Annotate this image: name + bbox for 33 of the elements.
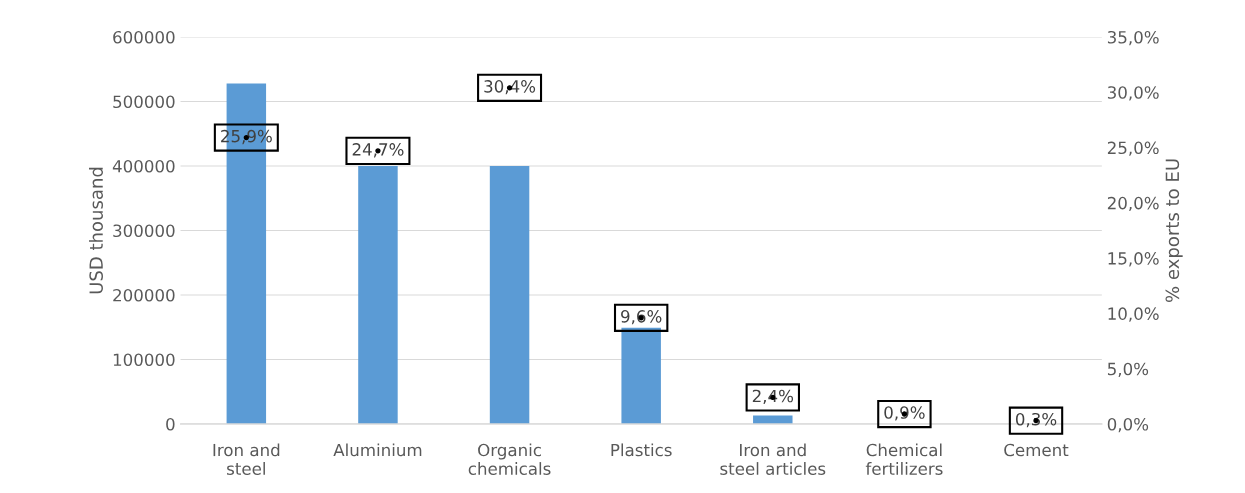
y2-tick-label: 15,0% bbox=[1108, 252, 1159, 267]
bar bbox=[358, 165, 398, 424]
y2-tick-label: 25,0% bbox=[1107, 141, 1159, 156]
y-tick-label: 400000 bbox=[112, 159, 175, 173]
y-tick-label: 0 bbox=[166, 417, 175, 431]
data-label: 0,3% bbox=[1015, 412, 1057, 428]
data-label: 30,4% bbox=[484, 80, 536, 95]
data-label: 0,9% bbox=[884, 406, 925, 421]
y2-tick-label: 35,0% bbox=[1107, 30, 1159, 46]
y-tick-label: 100000 bbox=[113, 353, 175, 367]
data-label: 9,6% bbox=[621, 310, 662, 325]
bar bbox=[489, 165, 530, 424]
x-tick-label: Iron and steel bbox=[213, 443, 280, 475]
x-tick-label: Organic chemicals bbox=[468, 443, 551, 475]
y2-tick-label: 5,0% bbox=[1107, 362, 1149, 377]
y2-tick-label: 20,0% bbox=[1107, 196, 1159, 212]
y-axis-title: USD thousand bbox=[89, 167, 103, 294]
data-label: 2,4% bbox=[752, 389, 794, 404]
data-label: 24,7% bbox=[352, 143, 404, 158]
y-tick-label: 200000 bbox=[113, 288, 175, 302]
x-tick-label: Cement bbox=[1004, 443, 1069, 457]
y2-tick-label: 0,0% bbox=[1107, 417, 1149, 433]
x-tick-label: Plastics bbox=[611, 443, 672, 457]
y-tick-label: 500000 bbox=[113, 95, 175, 109]
x-tick-label: Iron and steel articles bbox=[720, 443, 826, 475]
y-tick-label: 300000 bbox=[113, 224, 175, 238]
bar bbox=[621, 327, 661, 424]
y2-tick-label: 30,0% bbox=[1107, 86, 1159, 101]
y2-axis-title: % exports to EU bbox=[1165, 159, 1183, 302]
y2-tick-label: 10,0% bbox=[1108, 307, 1159, 322]
y-tick-label: 600000 bbox=[113, 30, 175, 44]
x-tick-label: Aluminium bbox=[333, 443, 422, 457]
x-tick-label: Chemical fertilizers bbox=[865, 443, 943, 475]
